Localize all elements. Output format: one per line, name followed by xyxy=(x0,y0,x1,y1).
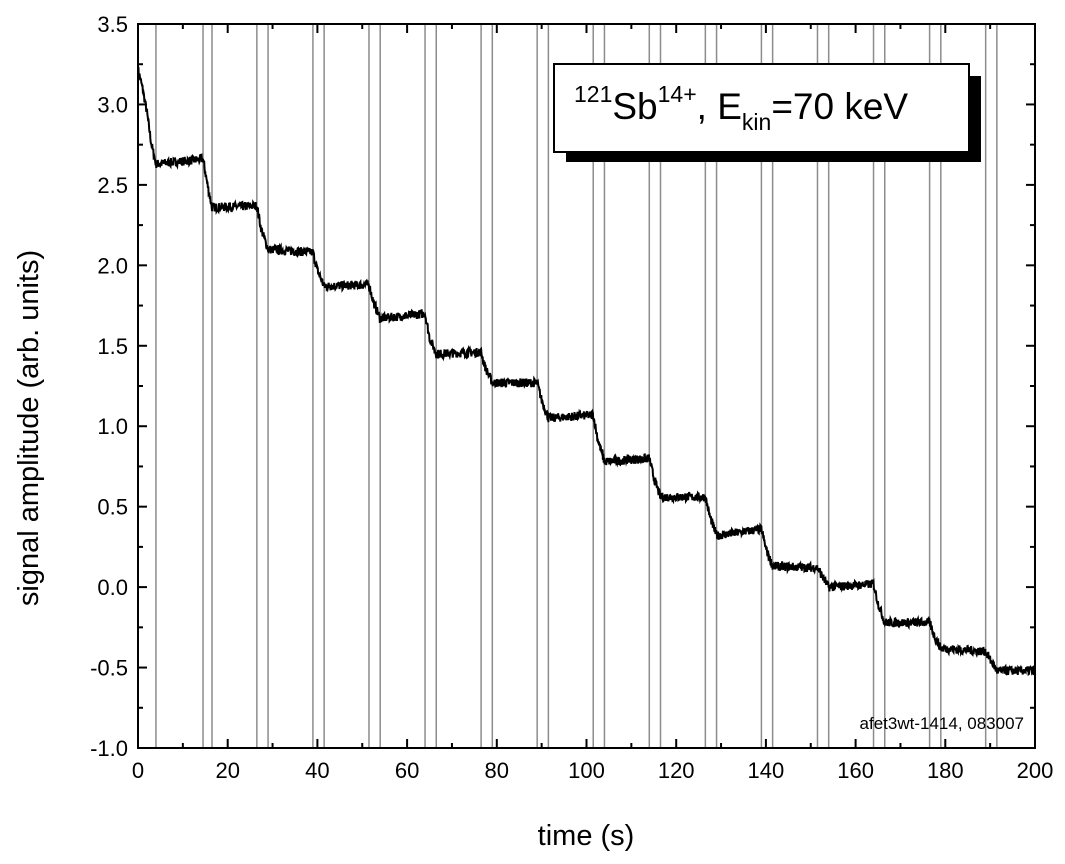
legend-separator: , E xyxy=(697,86,742,127)
x-tick-label: 160 xyxy=(837,758,874,783)
legend-box xyxy=(553,63,970,153)
legend-charge: 14+ xyxy=(658,81,697,107)
signal-trace xyxy=(137,66,1036,677)
x-tick-label: 60 xyxy=(395,758,419,783)
x-tick-label: 40 xyxy=(305,758,329,783)
legend-mass-number: 121 xyxy=(574,81,612,107)
y-tick-label: 3.0 xyxy=(97,92,128,117)
x-tick-label: 180 xyxy=(927,758,964,783)
legend: 121Sb14+, Ekin=70 keV xyxy=(553,63,981,162)
x-tick-label: 0 xyxy=(132,758,144,783)
y-tick-label: -0.5 xyxy=(90,656,128,681)
x-axis-ticks: 0 20 40 60 80 100 120 140 160 180 200 xyxy=(132,24,1053,783)
x-tick-label: 80 xyxy=(485,758,509,783)
y-axis-ticks: -1.0 -0.5 0.0 0.5 1.0 1.5 2.0 2.5 3.0 3.5 xyxy=(90,12,1035,761)
y-tick-label: 2.5 xyxy=(97,173,128,198)
signal-trace-group xyxy=(137,66,1036,677)
x-tick-label: 20 xyxy=(215,758,239,783)
y-axis-title: signal amplitude (arb. units) xyxy=(13,250,45,606)
x-tick-label: 100 xyxy=(568,758,605,783)
y-tick-label: 3.5 xyxy=(97,12,128,37)
y-tick-label: 1.5 xyxy=(97,334,128,359)
x-tick-label: 120 xyxy=(658,758,695,783)
y-tick-label: 1.0 xyxy=(97,414,128,439)
x-tick-label: 200 xyxy=(1017,758,1054,783)
footnote: afet3wt-1414, 083007 xyxy=(860,714,1024,733)
y-tick-label: 0.5 xyxy=(97,495,128,520)
legend-label: 121Sb14+, Ekin=70 keV xyxy=(574,81,908,135)
legend-energy: =70 keV xyxy=(771,86,908,127)
legend-subscript: kin xyxy=(742,109,771,135)
y-tick-label: 2.0 xyxy=(97,253,128,278)
legend-element: Sb xyxy=(612,86,657,127)
x-tick-label: 140 xyxy=(748,758,785,783)
y-tick-label: 0.0 xyxy=(97,575,128,600)
y-tick-label: -1.0 xyxy=(90,736,128,761)
x-axis-title: time (s) xyxy=(538,820,635,852)
